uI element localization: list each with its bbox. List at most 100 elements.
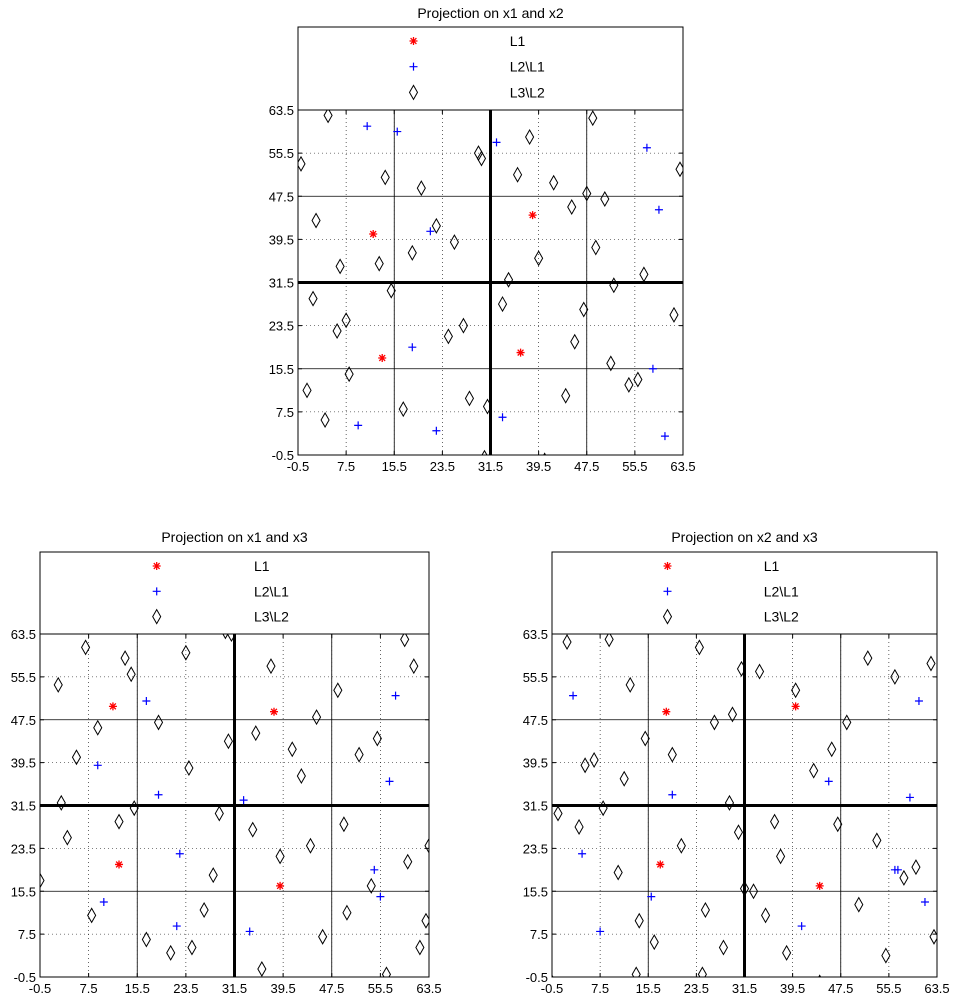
data-point-diamond: [320, 411, 330, 428]
data-point-plus: [99, 897, 108, 906]
chart-projection-x1-x2: Projection on x1 and x2 L1 L2\L1 L3\L2 -0.5 7…: [269, 5, 696, 474]
y-tick-label: 55.5: [269, 146, 294, 161]
data-point-diamond: [561, 387, 571, 404]
data-point-diamond: [381, 966, 392, 977]
x-tick-label: -0.5: [29, 981, 51, 996]
legend-marker-asterisk: [663, 562, 672, 570]
data-point-diamond: [226, 634, 237, 643]
chart-title: Projection on x1 and x3: [161, 529, 308, 545]
data-point-diamond: [296, 768, 306, 785]
data-point-diamond: [553, 805, 563, 822]
data-point-diamond: [332, 323, 342, 340]
data-point-diamond: [184, 759, 194, 776]
y-tick-label: 15.5: [11, 884, 36, 899]
data-point-plus: [426, 227, 435, 236]
legend-marker-diamond: [408, 84, 419, 101]
data-point-plus: [370, 865, 379, 874]
data-point-diamond: [53, 676, 63, 693]
data-point-diamond: [604, 634, 614, 648]
x-tick-label: 39.5: [526, 459, 551, 474]
data-point-diamond: [549, 174, 559, 191]
x-tick-label: 23.5: [173, 981, 198, 996]
data-point-plus: [642, 143, 651, 152]
data-point-diamond: [181, 644, 191, 661]
data-point-plus: [385, 777, 394, 786]
legend-box: [297, 26, 684, 111]
x-tick-label: 15.5: [125, 981, 150, 996]
x-tick-label: 15.5: [636, 981, 661, 996]
data-point-diamond: [613, 864, 623, 881]
data-point-diamond: [667, 746, 677, 763]
data-point-asterisk: [270, 707, 279, 716]
data-point-diamond: [266, 658, 276, 675]
x-tick-label: 31.5: [478, 459, 503, 474]
legend-label: L1: [254, 558, 270, 574]
chart-projection-x1-x3: Projection on x1 and x3 L1 L2\L1 L3\L2 -0.5 7…: [11, 529, 442, 996]
data-point-asterisk: [516, 348, 525, 357]
data-point-plus: [660, 432, 669, 441]
x-tick-label: 47.5: [574, 459, 599, 474]
legend-marker-diamond: [662, 608, 673, 625]
data-point-plus: [142, 696, 151, 705]
data-point-diamond: [424, 837, 429, 854]
data-point-asterisk: [528, 211, 537, 220]
data-point-plus: [920, 897, 929, 906]
data-point-diamond: [736, 660, 747, 677]
data-point-asterisk: [656, 860, 665, 869]
data-point-diamond: [302, 382, 312, 399]
legend-label: L2\L1: [510, 59, 545, 75]
data-point-diamond: [342, 904, 352, 921]
data-point-diamond: [589, 751, 599, 768]
data-point-plus: [648, 364, 657, 373]
legend-label: L1: [764, 558, 780, 574]
data-point-plus: [914, 696, 923, 705]
data-point-diamond: [62, 829, 72, 846]
data-point-asterisk: [369, 229, 378, 238]
data-point-plus: [890, 865, 899, 874]
data-point-diamond: [739, 880, 750, 897]
data-point-asterisk: [115, 860, 124, 869]
data-point-diamond: [339, 816, 349, 833]
data-point-diamond: [881, 947, 891, 964]
data-point-asterisk: [791, 702, 800, 711]
y-tick-label: 7.5: [530, 927, 548, 942]
data-point-diamond: [658, 459, 666, 473]
legend-label: L3\L2: [764, 609, 799, 625]
data-point-diamond: [609, 277, 619, 294]
data-point-diamond: [222, 634, 229, 640]
data-point-diamond: [308, 290, 318, 307]
data-point-plus: [154, 790, 163, 799]
data-point-diamond: [93, 719, 103, 736]
legend-box: [551, 551, 938, 635]
data-point-diamond: [40, 872, 45, 889]
data-point-plus: [363, 122, 372, 131]
data-point-diamond: [476, 150, 487, 167]
data-point-diamond: [890, 668, 900, 685]
data-point-diamond: [770, 813, 780, 830]
y-tick-label: 23.5: [11, 841, 36, 856]
data-point-diamond: [700, 902, 710, 919]
y-tick-label: 31.5: [523, 799, 548, 814]
data-point-diamond: [323, 110, 333, 124]
data-point-diamond: [733, 824, 744, 841]
data-point-diamond: [639, 266, 649, 283]
data-point-diamond: [223, 733, 233, 750]
data-point-diamond: [166, 944, 176, 961]
x-tick-label: 23.5: [684, 981, 709, 996]
data-point-diamond: [854, 896, 864, 913]
data-point-diamond: [141, 931, 151, 948]
data-point-diamond: [380, 169, 390, 186]
data-point-diamond: [631, 966, 641, 977]
y-tick-label: 63.5: [523, 627, 548, 642]
data-point-diamond: [669, 306, 679, 323]
y-tick-label: 23.5: [523, 841, 548, 856]
data-point-diamond: [911, 859, 921, 876]
data-point-diamond: [126, 666, 136, 683]
data-point-diamond: [71, 749, 82, 766]
data-point-asterisk: [378, 353, 387, 362]
data-point-diamond: [926, 655, 936, 672]
data-point-diamond: [827, 741, 837, 758]
data-point-diamond: [257, 960, 267, 977]
chart-title: Projection on x2 and x3: [671, 529, 818, 545]
